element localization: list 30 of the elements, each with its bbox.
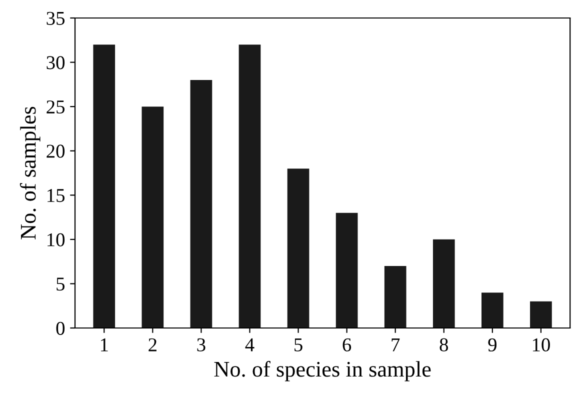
x-tick-label: 5 <box>294 338 302 352</box>
bar <box>384 266 406 328</box>
bar <box>93 44 116 328</box>
bar <box>336 212 358 328</box>
y-axis-title: No. of samples <box>20 106 40 240</box>
x-tick-label: 7 <box>392 338 400 352</box>
x-tick-label: 8 <box>440 338 448 352</box>
y-tick-label: 20 <box>46 144 65 158</box>
bar <box>190 80 212 328</box>
x-tick-label: 1 <box>100 338 108 352</box>
bar <box>482 292 504 328</box>
x-tick-label: 9 <box>488 338 496 352</box>
bar <box>530 301 552 328</box>
y-tick-label: 15 <box>48 189 65 202</box>
y-tick-label: 25 <box>46 100 65 114</box>
bar <box>142 106 164 328</box>
bar <box>287 168 310 328</box>
bar <box>238 44 261 328</box>
y-tick-label: 5 <box>56 278 65 291</box>
bar <box>432 239 455 328</box>
x-tick-label: 10 <box>532 338 550 352</box>
x-tick-label: 2 <box>148 338 156 352</box>
x-axis-title: No. of species in sample <box>214 360 431 382</box>
x-tick-label: 4 <box>245 338 254 352</box>
y-tick-label: 0 <box>56 322 65 335</box>
x-tick-label: 6 <box>342 338 352 352</box>
x-tick-label: 3 <box>197 338 206 352</box>
y-tick-label: 35 <box>46 12 65 25</box>
y-tick-label: 30 <box>46 56 65 70</box>
y-tick-label: 10 <box>48 233 65 246</box>
